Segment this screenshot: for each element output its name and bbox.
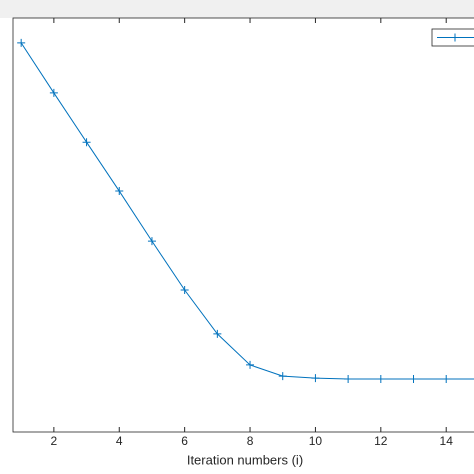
x-tick-label: 14 [440,434,454,448]
marker [278,372,287,381]
x-tick-label: 10 [309,434,323,448]
marker [409,375,418,384]
figure-background [0,0,474,18]
plot [17,38,474,384]
marker [376,375,385,384]
legend [431,28,474,47]
legend-marker [451,33,459,42]
x-axis-label: Iteration numbers (i) [187,452,303,467]
marker [180,285,189,294]
marker [49,88,58,97]
marker [213,329,222,338]
marker [115,187,124,196]
plot-area [12,17,474,433]
x-tick-label: 8 [247,434,254,448]
marker [147,237,156,246]
marker [344,375,353,384]
marker [246,360,255,369]
x-tick-label: 4 [116,434,123,448]
marker [311,374,320,383]
x-tick-label: 2 [51,434,58,448]
marker [442,375,451,384]
marker [17,38,26,47]
x-tick-label: 6 [181,434,188,448]
marker [82,138,91,147]
x-tick-label: 12 [374,434,388,448]
